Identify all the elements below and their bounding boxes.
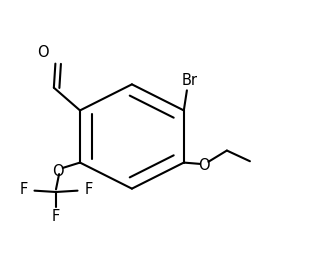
Text: O: O [52,164,63,179]
Text: F: F [20,182,28,197]
Text: F: F [84,182,92,197]
Text: F: F [52,209,60,224]
Text: O: O [37,45,49,60]
Text: Br: Br [182,73,198,88]
Text: O: O [198,158,210,173]
